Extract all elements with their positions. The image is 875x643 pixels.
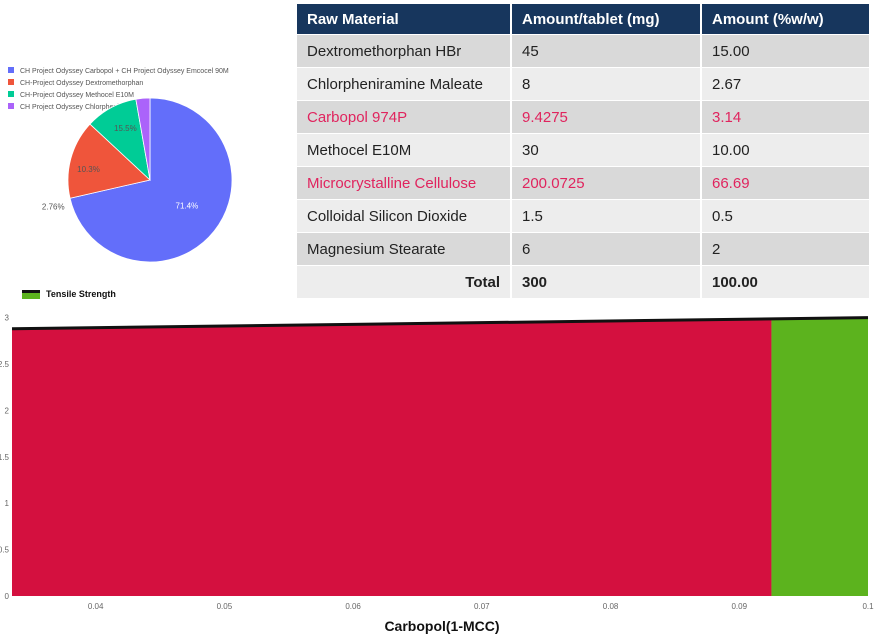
table-row: Methocel E10M 30 10.00 bbox=[297, 133, 871, 167]
material-cell: Chlorpheniramine Maleate bbox=[297, 67, 512, 101]
x-tick-label: 0.08 bbox=[603, 602, 619, 611]
amount-pct-cell: 2.67 bbox=[701, 67, 871, 101]
area-chart: 0 0.5 1 1.5 2 2.5 3 0.04 0.05 0.06 0.07 0.08 0.09 0.1… bbox=[0, 313, 874, 634]
pie-legend-label: CH-Project Odyssey Dextromethorphan bbox=[20, 80, 143, 87]
material-cell: Microcrystalline Cellulose bbox=[297, 166, 512, 200]
total-label: Total bbox=[297, 265, 512, 298]
amount-pct-cell: 0.5 bbox=[701, 199, 871, 233]
x-tick-label: 0.07 bbox=[474, 602, 490, 611]
amount-mg-cell: 1.5 bbox=[511, 199, 702, 233]
pie-slice-label: 2.76% bbox=[42, 203, 65, 212]
table-row: Microcrystalline Cellulose 200.0725 66.6… bbox=[297, 166, 871, 200]
x-tick-label: 0.04 bbox=[88, 602, 104, 611]
y-tick-label: 2.5 bbox=[0, 360, 10, 369]
material-cell: Colloidal Silicon Dioxide bbox=[297, 199, 512, 233]
amount-mg-cell: 8 bbox=[511, 67, 702, 101]
column-header-amount-mg: Amount/tablet (mg) bbox=[511, 4, 702, 35]
pie-legend-swatch bbox=[8, 67, 14, 73]
x-axis-label: Carbopol(1-MCC) bbox=[384, 618, 499, 634]
y-tick-label: 1 bbox=[5, 499, 10, 508]
y-tick-label: 2 bbox=[5, 406, 10, 415]
total-pct: 100.00 bbox=[701, 265, 871, 298]
area-chart-legend: Tensile Strength bbox=[22, 289, 116, 299]
table-row: Dextromethorphan HBr 45 15.00 bbox=[297, 34, 871, 68]
material-cell: Methocel E10M bbox=[297, 133, 512, 167]
pie-slice bbox=[135, 97, 151, 181]
table-row: Carbopol 974P 9.4275 3.14 bbox=[297, 100, 871, 134]
material-cell: Dextromethorphan HBr bbox=[297, 34, 512, 68]
table-row: Magnesium Stearate 6 2 bbox=[297, 232, 871, 266]
pie-legend-label: CH-Project Odyssey Methocel E10M bbox=[20, 92, 134, 99]
table-row: Colloidal Silicon Dioxide 1.5 0.5 bbox=[297, 199, 871, 233]
formulation-table: Raw Material Amount/tablet (mg) Amount (… bbox=[297, 4, 871, 298]
x-tick-label: 0.1 bbox=[862, 602, 874, 611]
amount-pct-cell: 3.14 bbox=[701, 100, 871, 134]
y-tick-label: 1.5 bbox=[0, 453, 10, 462]
x-tick-label: 0.05 bbox=[217, 602, 233, 611]
column-header-amount-pct: Amount (%w/w) bbox=[701, 4, 871, 35]
tensile-strength-line bbox=[11, 316, 869, 331]
column-header-raw-material: Raw Material bbox=[297, 4, 512, 35]
y-tick-label: 0.5 bbox=[0, 546, 10, 555]
pie-slice-label: 15.5% bbox=[114, 124, 137, 133]
pie-legend-swatch bbox=[8, 79, 14, 85]
y-tick-label: 0 bbox=[5, 592, 10, 601]
amount-mg-cell: 9.4275 bbox=[511, 100, 702, 134]
area-region bbox=[12, 318, 772, 596]
amount-pct-cell: 10.00 bbox=[701, 133, 871, 167]
amount-pct-cell: 2 bbox=[701, 232, 871, 266]
legend-label: Tensile Strength bbox=[46, 289, 116, 299]
table-row: Chlorpheniramine Maleate 8 2.67 bbox=[297, 67, 871, 101]
amount-mg-cell: 45 bbox=[511, 34, 702, 68]
material-cell: Magnesium Stearate bbox=[297, 232, 512, 266]
table-total-row: Total 300 100.00 bbox=[297, 265, 871, 298]
pie-slice-label: 71.4% bbox=[176, 202, 199, 211]
pie-slice bbox=[67, 123, 151, 199]
material-cell: Carbopol 974P bbox=[297, 100, 512, 134]
total-mg: 300 bbox=[511, 265, 702, 298]
x-tick-label: 0.09 bbox=[731, 602, 747, 611]
pie-slice-label: 10.3% bbox=[77, 165, 100, 174]
amount-mg-cell: 30 bbox=[511, 133, 702, 167]
pie-legend-swatch bbox=[8, 91, 14, 97]
pie-legend-label: CH Project Odyssey Carbopol + CH Project… bbox=[20, 68, 229, 75]
area-region bbox=[771, 317, 868, 596]
pie-slice bbox=[69, 97, 233, 263]
amount-pct-cell: 15.00 bbox=[701, 34, 871, 68]
pie-chart: CH Project Odyssey Carbopol + CH Project… bbox=[8, 67, 233, 263]
amount-pct-cell: 66.69 bbox=[701, 166, 871, 200]
x-tick-label: 0.06 bbox=[345, 602, 361, 611]
pie-legend-label: CH Project Odyssey Chlorpheniramine Male… bbox=[20, 104, 167, 111]
legend-swatch bbox=[22, 289, 40, 299]
amount-mg-cell: 6 bbox=[511, 232, 702, 266]
pie-legend-swatch bbox=[8, 103, 14, 109]
y-tick-label: 3 bbox=[5, 314, 10, 323]
amount-mg-cell: 200.0725 bbox=[511, 166, 702, 200]
table-header-row: Raw Material Amount/tablet (mg) Amount (… bbox=[297, 4, 871, 35]
